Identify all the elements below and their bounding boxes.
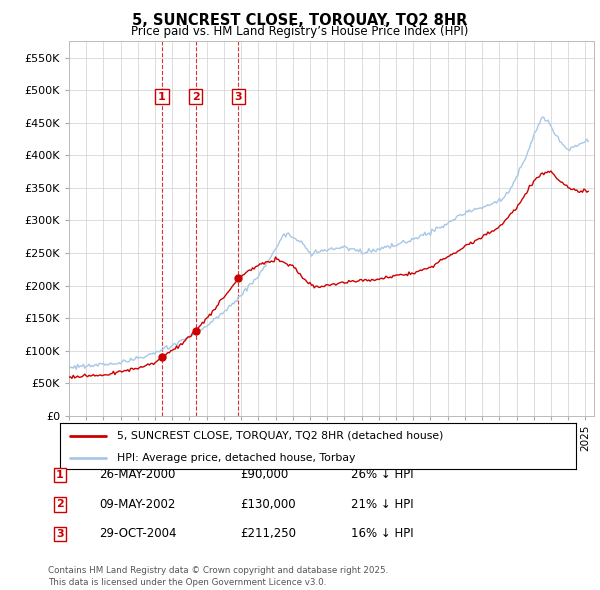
Text: 21% ↓ HPI: 21% ↓ HPI: [351, 498, 413, 511]
Text: £130,000: £130,000: [240, 498, 296, 511]
Text: 1: 1: [158, 91, 166, 101]
Text: 26-MAY-2000: 26-MAY-2000: [99, 468, 175, 481]
Text: 2: 2: [192, 91, 200, 101]
Text: 16% ↓ HPI: 16% ↓ HPI: [351, 527, 413, 540]
Text: £90,000: £90,000: [240, 468, 288, 481]
Text: 26% ↓ HPI: 26% ↓ HPI: [351, 468, 413, 481]
Text: 3: 3: [235, 91, 242, 101]
Text: 3: 3: [56, 529, 64, 539]
Text: 29-OCT-2004: 29-OCT-2004: [99, 527, 176, 540]
Text: HPI: Average price, detached house, Torbay: HPI: Average price, detached house, Torb…: [117, 453, 355, 463]
Text: Price paid vs. HM Land Registry’s House Price Index (HPI): Price paid vs. HM Land Registry’s House …: [131, 25, 469, 38]
Text: £211,250: £211,250: [240, 527, 296, 540]
Text: 09-MAY-2002: 09-MAY-2002: [99, 498, 175, 511]
Text: Contains HM Land Registry data © Crown copyright and database right 2025.
This d: Contains HM Land Registry data © Crown c…: [48, 566, 388, 587]
Text: 1: 1: [56, 470, 64, 480]
Text: 2: 2: [56, 500, 64, 509]
Text: 5, SUNCREST CLOSE, TORQUAY, TQ2 8HR: 5, SUNCREST CLOSE, TORQUAY, TQ2 8HR: [133, 13, 467, 28]
Text: 5, SUNCREST CLOSE, TORQUAY, TQ2 8HR (detached house): 5, SUNCREST CLOSE, TORQUAY, TQ2 8HR (det…: [117, 431, 443, 441]
